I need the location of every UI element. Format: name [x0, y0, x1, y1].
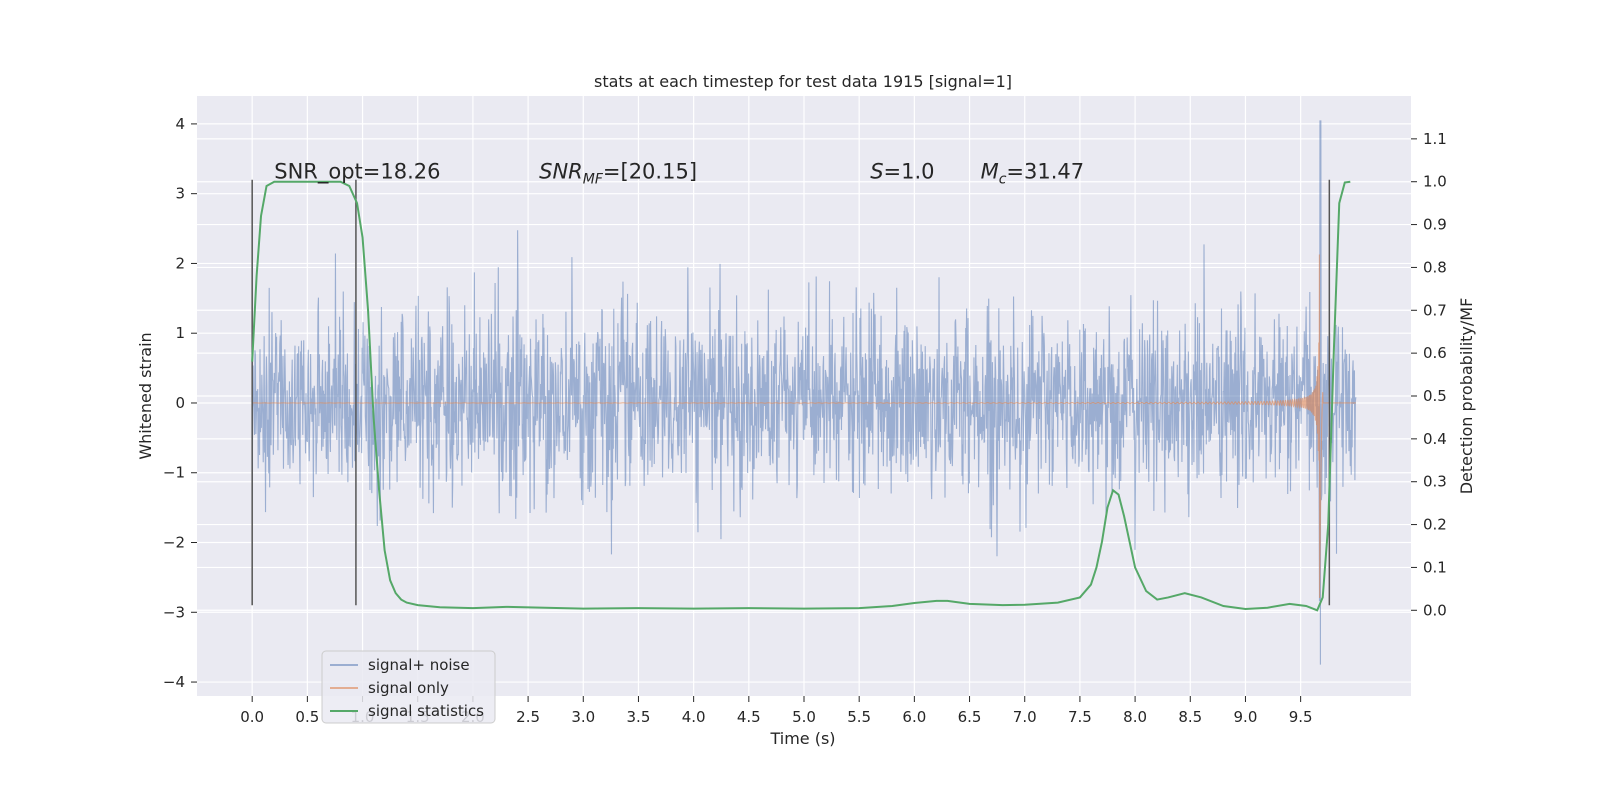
x-tick-label: 0.0 [240, 708, 264, 726]
annotation-main: S [870, 160, 883, 184]
x-tick-label: 5.5 [847, 708, 871, 726]
signal-only-line [252, 254, 1356, 599]
x-tick-label: 8.5 [1178, 708, 1202, 726]
x-tick-label: 7.0 [1013, 708, 1037, 726]
x-tick-label: 8.0 [1123, 708, 1147, 726]
x-tick-label: 7.5 [1068, 708, 1092, 726]
y-axis-label: Whitened strain [136, 332, 155, 459]
annotation-suffix: =1.0 [884, 160, 935, 184]
y2-tick-label: 0.9 [1423, 216, 1447, 234]
y-tick-label: −3 [163, 603, 185, 621]
annotation: Mc=31.47 [981, 160, 1085, 188]
y2-tick-label: 0.3 [1423, 473, 1447, 491]
signal-statistics-line [251, 180, 1351, 612]
x-tick-label: 3.5 [627, 708, 651, 726]
annotations: SNR_opt=18.26 SNRMF=[20.15] S=1.0 Mc=31.47 [274, 160, 1084, 188]
annotation: SNR_opt=18.26 [274, 160, 440, 185]
y2-tick-label: 0.5 [1423, 387, 1447, 405]
x-tick-label: 4.5 [737, 708, 761, 726]
annotation-main: SNR [539, 160, 583, 184]
x-tick-label: 4.0 [682, 708, 706, 726]
legend-label: signal+ noise [368, 656, 470, 674]
y-tick-label: −1 [163, 464, 185, 482]
annotation: S=1.0 [870, 160, 934, 184]
y2-tick-label: 0.8 [1423, 258, 1447, 276]
x-axis-label: Time (s) [769, 729, 835, 748]
x-tick-label: 3.0 [571, 708, 595, 726]
annotation: SNRMF=[20.15] [539, 160, 697, 188]
annotation-sub: MF [583, 172, 604, 188]
x-tick-label: 2.5 [516, 708, 540, 726]
annotation-sub: c [999, 172, 1007, 188]
y2-tick-label: 0.0 [1423, 601, 1447, 619]
x-tick-label: 9.0 [1234, 708, 1258, 726]
y2-tick-label: 0.4 [1423, 430, 1447, 448]
signal-noise-line [251, 120, 1357, 665]
series-signal-statistics [251, 180, 1351, 612]
annotation-suffix: =[20.15] [603, 160, 697, 184]
x-tick-label: 5.0 [792, 708, 816, 726]
y-tick-label: −4 [163, 673, 185, 691]
series-signal-noise [251, 120, 1357, 665]
chart-title: stats at each timestep for test data 191… [594, 72, 1012, 91]
legend-box [321, 650, 496, 724]
x-tick-label: 6.5 [958, 708, 982, 726]
y2-tick-label: 0.6 [1423, 344, 1447, 362]
y-axis-ticks: −4 −3 −2 −1 0 1 2 3 4 [163, 115, 197, 691]
y2-tick-label: 0.2 [1423, 516, 1447, 534]
y2-tick-label: 1.0 [1423, 173, 1447, 191]
y-tick-label: 3 [175, 185, 185, 203]
series-signal-only [252, 254, 1356, 599]
y2-tick-label: 0.7 [1423, 301, 1447, 319]
legend-label: signal only [368, 679, 449, 697]
x-tick-label: 6.0 [902, 708, 926, 726]
x-tick-label: 0.5 [295, 708, 319, 726]
x-tick-label: 9.5 [1289, 708, 1313, 726]
y-tick-label: 1 [175, 324, 185, 342]
y2-tick-label: 1.1 [1423, 130, 1447, 148]
y-tick-label: 2 [175, 254, 185, 272]
annotation-main: SNR_opt=18.26 [274, 160, 440, 185]
y2-axis-ticks: 0.0 0.1 0.2 0.3 0.4 0.5 0.6 0.7 0.8 0.9 1.0 1.1 [1411, 130, 1447, 619]
annotation-suffix: =31.47 [1006, 160, 1084, 184]
y-tick-label: 0 [175, 394, 185, 412]
y-tick-label: −2 [163, 534, 185, 552]
legend-label: signal statistics [368, 702, 484, 720]
legend: signal+ noise signal only signal statistic… [321, 650, 496, 724]
vertical-markers [251, 179, 1331, 606]
y2-tick-label: 0.1 [1423, 558, 1447, 576]
y2-axis-label: Detection probability/MF [1457, 298, 1476, 495]
annotation-main: M [981, 160, 999, 184]
y-tick-label: 4 [175, 115, 185, 133]
